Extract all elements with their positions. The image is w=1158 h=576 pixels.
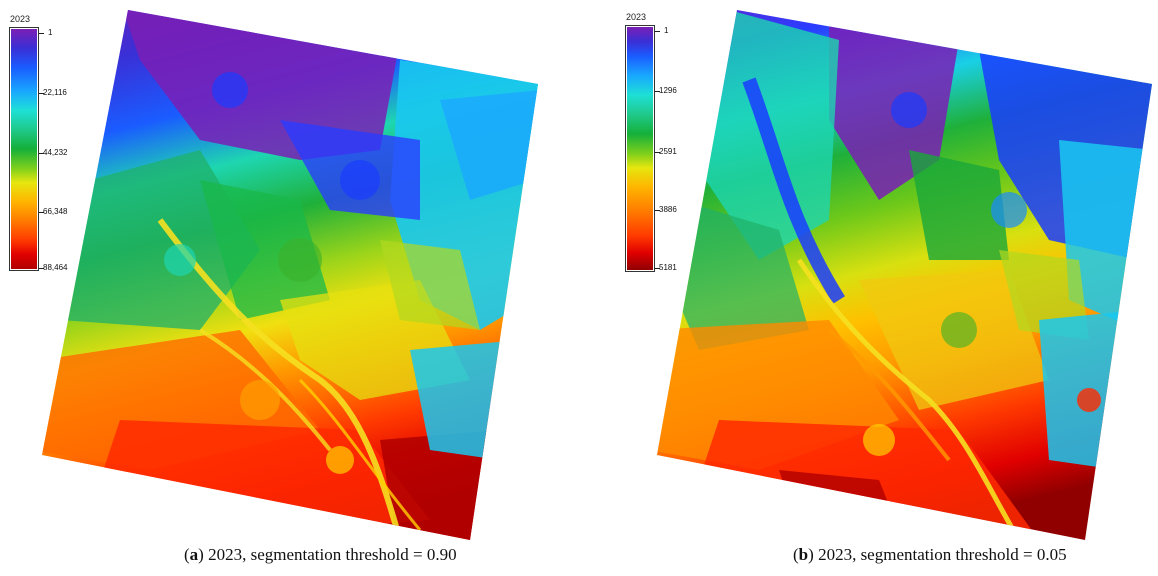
legend-tick-a-1: 22,116 <box>43 88 67 97</box>
caption-text-b: 2023, segmentation threshold = 0.05 <box>818 545 1067 564</box>
caption-letter-b: b <box>798 545 809 564</box>
legend-year-a: 2023 <box>10 14 31 24</box>
colorbar-b <box>625 25 655 272</box>
legend-year-b: 2023 <box>626 12 647 22</box>
legend-tick-b-4: 5181 <box>659 263 677 272</box>
legend-tick-a-4: 88,464 <box>43 263 68 272</box>
caption-text-a: 2023, segmentation threshold = 0.90 <box>208 545 457 564</box>
legend-tick-b-2: 2591 <box>659 147 677 156</box>
legend-tick-a-0: 1 <box>48 28 53 37</box>
segmentation-map-b <box>657 10 1152 540</box>
legend-tick-b-1: 1296 <box>659 86 677 95</box>
legend-tick-b-0: 1 <box>664 26 669 35</box>
caption-a: (a) 2023, segmentation threshold = 0.90 <box>184 545 457 564</box>
panel-b: 2023 1 1296 2591 3886 5181 <box>579 0 1158 576</box>
colorbar-a <box>9 27 39 271</box>
segmentation-map-a <box>42 10 538 540</box>
caption-b: (b) 2023, segmentation threshold = 0.05 <box>793 545 1067 564</box>
legend-tick-b-3: 3886 <box>659 205 677 214</box>
panel-a: 2023 1 22,116 44,232 66,348 88,464 <box>9 10 538 564</box>
caption-letter-a: a <box>189 545 199 564</box>
legend-tick-a-3: 66,348 <box>43 207 68 216</box>
legend-tick-a-2: 44,232 <box>43 148 68 157</box>
